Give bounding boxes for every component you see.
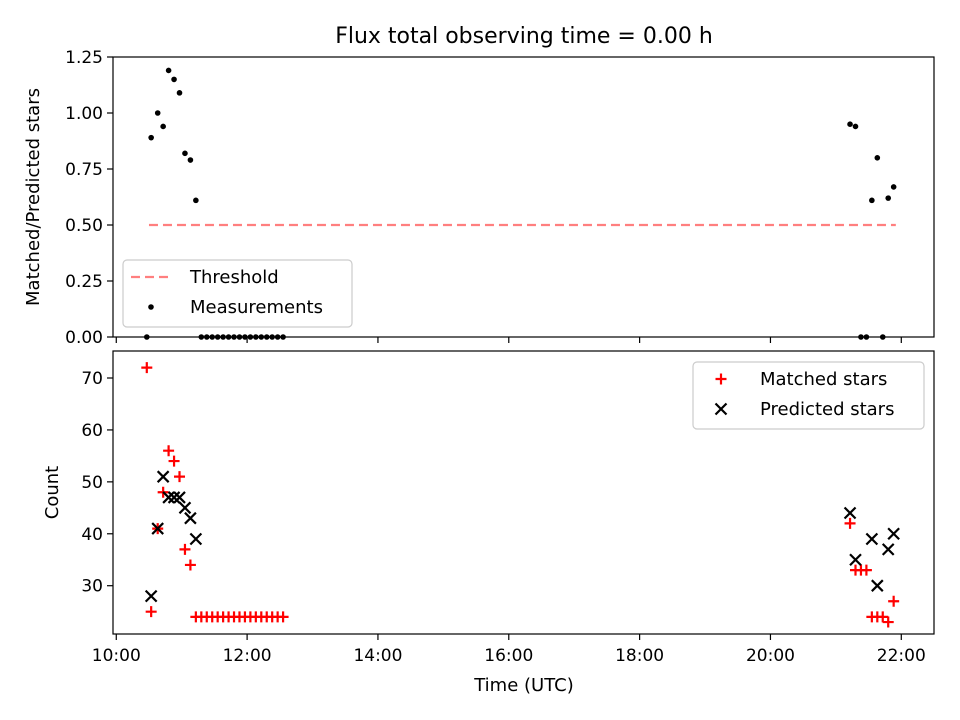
- y-tick-label: 0.75: [65, 160, 103, 180]
- measurements-point: [176, 90, 183, 96]
- matched-stars-point: [888, 595, 900, 607]
- measurements-point: [160, 123, 166, 130]
- flux-ratio-panel: Matched/Predicted stars 0.00 0.25 0.50 0.75 1…: [23, 48, 935, 348]
- y-axis-label: Count: [42, 466, 63, 519]
- legend-label: Threshold: [189, 267, 279, 288]
- predicted-stars-point: [849, 553, 862, 567]
- y-tick-label: 50: [81, 473, 103, 493]
- measurements-point: [890, 184, 897, 190]
- predicted-stars-point: [173, 491, 186, 504]
- axes-frame: [112, 350, 935, 635]
- measurements-point: [874, 155, 881, 161]
- measurements-point: [165, 67, 172, 74]
- y-tick-label: 1.00: [65, 104, 103, 124]
- count-panel: Count 30 40 50 60 70 10:00 12:00 14:00 16:00 18:00…: [42, 350, 935, 666]
- x-tick-label: 10:00: [92, 646, 141, 666]
- legend-box: [122, 259, 353, 328]
- matched-stars-point: [277, 611, 289, 623]
- x-tick-label: 16:00: [484, 646, 533, 666]
- legend: Threshold Measurements: [122, 259, 353, 328]
- x-tick-label: 18:00: [615, 646, 664, 666]
- predicted-stars-point: [865, 532, 879, 546]
- x-tick-label: 14:00: [353, 646, 402, 666]
- matched-stars-point: [179, 543, 191, 555]
- y-tick-label: 30: [81, 577, 103, 597]
- y-tick-label: 0.25: [65, 272, 103, 292]
- matched-stars-point: [174, 471, 186, 483]
- legend-label: Measurements: [190, 297, 323, 318]
- chart-title: Flux total observing time = 0.00 h: [335, 24, 713, 49]
- matched-stars-point: [877, 611, 889, 623]
- matched-stars-point: [145, 606, 157, 618]
- predicted-stars-point: [178, 501, 192, 515]
- matched-stars-point: [163, 445, 175, 457]
- predicted-stars-point: [167, 491, 181, 504]
- y-tick-label: 1.25: [65, 48, 103, 68]
- matched-stars-point: [168, 455, 180, 467]
- y-tick-label: 40: [81, 525, 103, 545]
- x-tick-label: 12:00: [223, 646, 272, 666]
- x-axis-label: Time (UTC): [473, 675, 574, 696]
- matched-stars-point: [882, 616, 894, 628]
- measurements-point: [187, 157, 194, 163]
- measurements-point: [171, 76, 177, 83]
- legend-label: Predicted stars: [760, 399, 894, 420]
- legend-key: [715, 373, 727, 385]
- legend-label: Matched stars: [760, 369, 887, 390]
- measurements-point: [154, 110, 161, 116]
- matched-stars-point: [844, 517, 856, 529]
- predicted-stars-point: [162, 491, 175, 504]
- predicted-stars-point: [887, 527, 900, 541]
- measurements-point: [869, 197, 875, 204]
- predicted-stars-point: [156, 470, 170, 483]
- measurements-point: [847, 121, 853, 127]
- predicted-stars-point: [151, 522, 164, 535]
- predicted-stars-point: [871, 579, 884, 592]
- y-tick-label: 0.00: [65, 328, 103, 348]
- predicted-stars-point: [144, 589, 158, 603]
- measurements-point: [193, 197, 199, 204]
- axes-frame: [112, 56, 935, 338]
- y-tick-label: 70: [81, 369, 103, 389]
- predicted-stars-point: [184, 511, 197, 525]
- y-tick-label: 60: [81, 421, 103, 441]
- measurements-point: [885, 195, 892, 201]
- legend-key: [714, 402, 728, 416]
- measurements-point: [852, 123, 859, 130]
- x-tick-label: 22:00: [877, 646, 926, 666]
- y-tick-label: 0.50: [65, 216, 103, 236]
- x-tick-label: 20:00: [746, 646, 795, 666]
- matched-stars-point: [184, 559, 196, 571]
- measurements-point: [182, 150, 188, 157]
- predicted-stars-point: [881, 543, 895, 556]
- legend-box: [692, 361, 925, 430]
- predicted-stars-point: [189, 532, 203, 546]
- predicted-stars-point: [843, 506, 857, 520]
- matched-stars-point: [860, 564, 872, 576]
- legend-key: [148, 304, 154, 310]
- measurements-point: [148, 134, 154, 141]
- y-axis-label: Matched/Predicted stars: [23, 88, 44, 306]
- legend: Matched stars Predicted stars: [692, 361, 925, 430]
- matched-stars-point: [141, 362, 153, 374]
